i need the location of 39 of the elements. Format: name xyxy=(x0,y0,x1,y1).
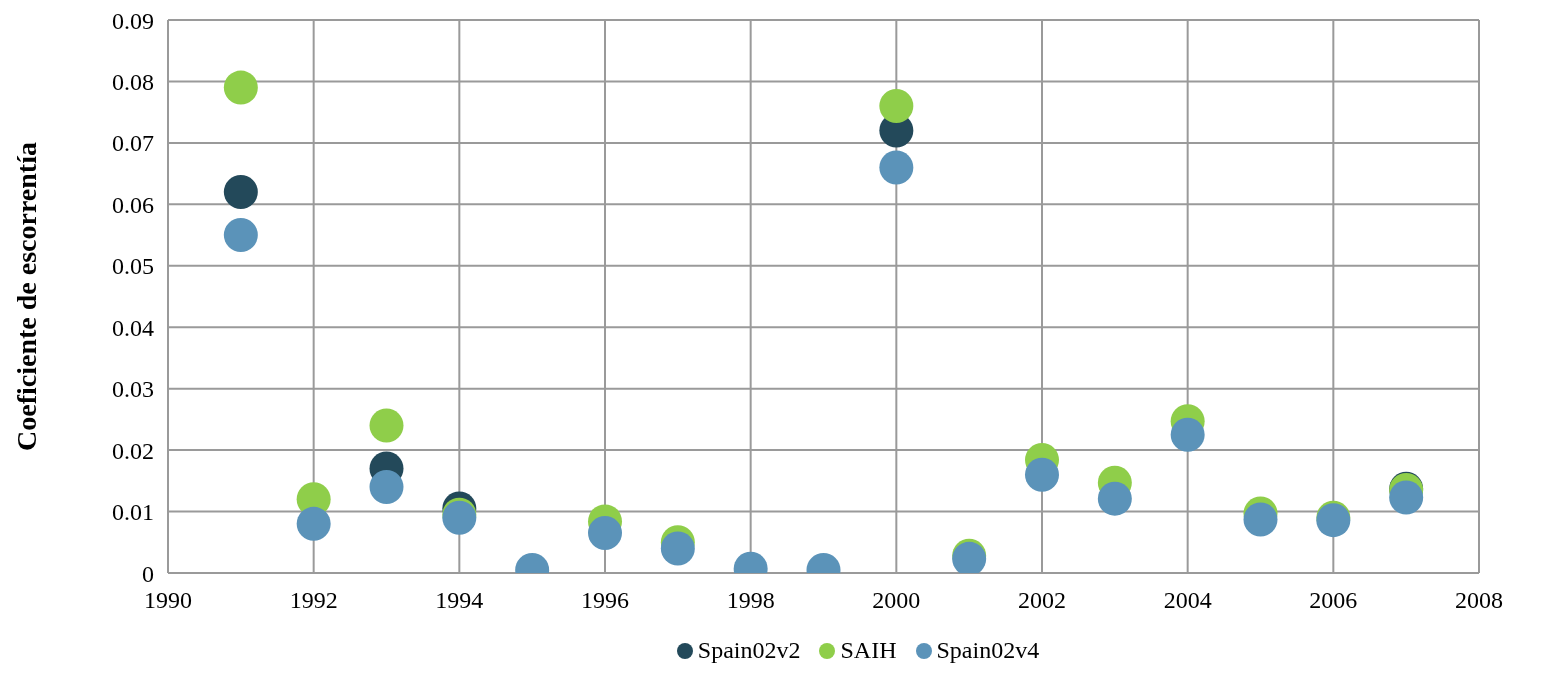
y-tick-label: 0.01 xyxy=(112,499,154,526)
y-axis-title: Coeficiente de escorrentía xyxy=(10,142,42,451)
y-tick-label: 0.08 xyxy=(112,68,154,95)
x-tick-label: 2000 xyxy=(872,587,921,614)
legend-label: SAIH xyxy=(840,637,897,664)
point xyxy=(1097,481,1132,516)
point xyxy=(369,469,404,504)
point xyxy=(660,531,695,566)
x-tick-label: 2004 xyxy=(1163,587,1212,614)
point xyxy=(369,408,404,443)
point xyxy=(879,89,914,124)
x-tick-label: 1992 xyxy=(289,587,338,614)
x-tick-label: 1990 xyxy=(144,587,192,614)
point xyxy=(1025,457,1059,492)
x-tick-label: 2006 xyxy=(1309,587,1358,614)
x-tick-label: 1994 xyxy=(435,587,484,614)
x-tick-label: 1998 xyxy=(726,587,775,614)
y-tick-label: 0 xyxy=(142,560,154,587)
point xyxy=(296,506,331,541)
x-tick-label: 1996 xyxy=(581,587,629,614)
legend-label: Spain02v2 xyxy=(697,637,801,664)
y-tick-label: 0.07 xyxy=(112,130,154,157)
point xyxy=(223,70,258,105)
point xyxy=(1170,417,1205,452)
y-tick-label: 0.06 xyxy=(112,191,154,218)
y-tick-label: 0.05 xyxy=(112,253,154,280)
point xyxy=(223,175,258,210)
point xyxy=(1243,502,1278,537)
y-tick-label: 0.02 xyxy=(112,437,154,464)
x-tick-label: 2008 xyxy=(1455,587,1503,614)
x-tick-label: 2002 xyxy=(1018,587,1066,614)
y-tick-label: 0.03 xyxy=(112,376,154,403)
point xyxy=(223,218,258,253)
point xyxy=(1389,480,1424,515)
point xyxy=(588,516,622,551)
point xyxy=(879,150,914,185)
y-tick-label: 0.04 xyxy=(112,314,154,341)
legend-label: Spain02v4 xyxy=(936,637,1040,664)
y-tick-label: 0.09 xyxy=(112,7,154,34)
